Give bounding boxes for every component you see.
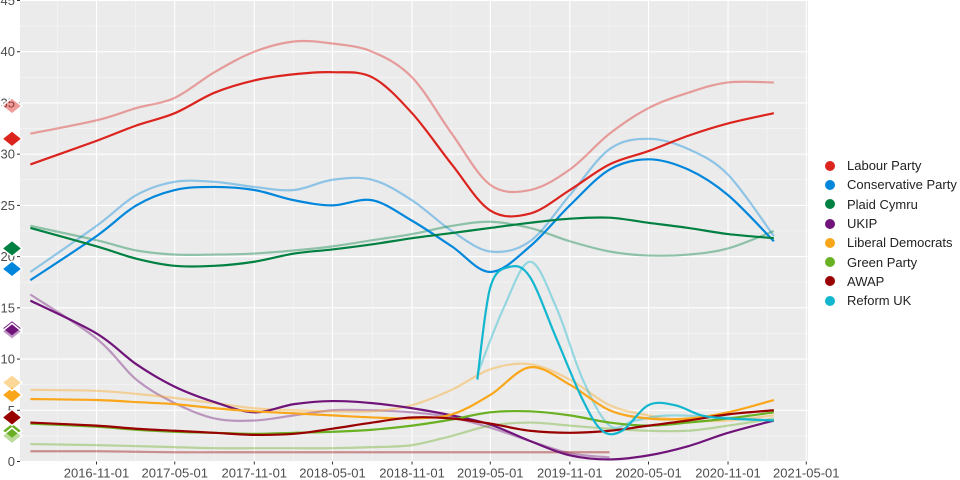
x-tick-label: 2020-11-01 bbox=[695, 466, 761, 480]
start-markers bbox=[0, 97, 24, 445]
trend-conservative-party bbox=[29, 158, 775, 282]
series-lines bbox=[29, 39, 775, 461]
start-marker bbox=[0, 385, 24, 404]
trend-light-conservative-party bbox=[29, 137, 775, 273]
x-tick-label: 2020-05-01 bbox=[615, 466, 682, 480]
legend-item: Reform UK bbox=[818, 291, 957, 310]
start-marker bbox=[0, 426, 24, 445]
trend-plaid-cymru bbox=[30, 216, 774, 268]
legend-item: Green Party bbox=[818, 252, 957, 271]
legend-dot-icon bbox=[825, 160, 835, 171]
legend-label: UKIP bbox=[847, 216, 878, 232]
x-tick-label: 2017-11-01 bbox=[222, 466, 288, 480]
y-tick-label: 30 bbox=[1, 147, 15, 162]
legend-label: Reform UK bbox=[847, 293, 912, 309]
y-tick-label: 15 bbox=[1, 300, 15, 315]
legend-dot-icon bbox=[825, 218, 835, 229]
y-tick-label: 25 bbox=[1, 198, 15, 213]
legend-label: Liberal Democrats bbox=[847, 235, 953, 251]
x-tick-label: 2016-11-01 bbox=[64, 466, 130, 480]
start-marker bbox=[0, 373, 24, 392]
x-axis: 2016-11-01 2017-05-01 2017-11-01 2018-05-01… bbox=[64, 461, 840, 480]
trend-labour-party bbox=[30, 70, 775, 218]
start-marker bbox=[0, 97, 24, 115]
legend-dot-icon bbox=[825, 276, 835, 287]
trend-light-green-party bbox=[30, 417, 775, 450]
start-marker bbox=[0, 129, 24, 148]
legend-label: Conservative Party bbox=[847, 177, 957, 193]
x-tick-label: 2018-05-01 bbox=[299, 466, 366, 480]
legend-item: Liberal Democrats bbox=[818, 233, 957, 252]
legend-item: Plaid Cymru bbox=[818, 195, 957, 214]
start-marker bbox=[0, 239, 24, 258]
legend-label: Green Party bbox=[847, 254, 918, 270]
start-marker bbox=[0, 408, 24, 427]
legend-label: Plaid Cymru bbox=[847, 196, 918, 212]
x-tick-label: 2018-11-01 bbox=[379, 466, 445, 480]
legend-item: Labour Party bbox=[818, 156, 957, 175]
x-tick-label: 2019-05-01 bbox=[457, 466, 524, 480]
trend-reform-uk bbox=[476, 264, 774, 436]
start-marker bbox=[0, 259, 24, 278]
y-tick-label: 10 bbox=[1, 352, 15, 367]
trend-light-plaid-cymru bbox=[30, 220, 775, 257]
legend: Labour Party Conservative Party Plaid Cymr… bbox=[818, 156, 957, 310]
grid bbox=[20, 0, 808, 463]
legend-dot-icon bbox=[825, 295, 835, 306]
legend-dot-icon bbox=[825, 237, 835, 248]
x-tick-label: 2021-05-01 bbox=[773, 466, 840, 480]
x-tick-label: 2019-11-01 bbox=[537, 466, 603, 480]
legend-item: UKIP bbox=[818, 214, 957, 233]
y-tick-label: 40 bbox=[1, 44, 15, 59]
start-marker bbox=[0, 322, 24, 341]
start-marker bbox=[0, 319, 24, 338]
y-tick-label: 0 bbox=[8, 454, 15, 469]
y-tick-label: 45 bbox=[1, 0, 15, 8]
legend-dot-icon bbox=[825, 179, 835, 190]
trend-light-reform-uk bbox=[476, 260, 774, 430]
legend-dot-icon bbox=[825, 199, 835, 210]
legend-item: Conservative Party bbox=[818, 175, 957, 194]
legend-item: AWAP bbox=[818, 272, 957, 291]
trend-light-liberal-democrats bbox=[30, 362, 774, 423]
trend-ukip bbox=[29, 299, 775, 461]
trend-awap bbox=[30, 409, 774, 437]
legend-label: Labour Party bbox=[847, 158, 922, 174]
trend-light-labour-party bbox=[30, 39, 774, 194]
legend-dot-icon bbox=[825, 257, 835, 268]
start-marker bbox=[0, 421, 24, 440]
legend-label: AWAP bbox=[847, 273, 885, 289]
trend-light-awap bbox=[30, 450, 610, 454]
x-tick-label: 2017-05-01 bbox=[141, 466, 208, 480]
